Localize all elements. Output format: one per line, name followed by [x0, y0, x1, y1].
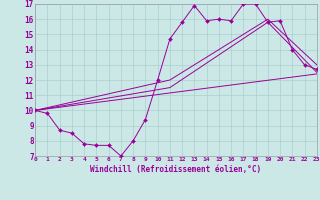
X-axis label: Windchill (Refroidissement éolien,°C): Windchill (Refroidissement éolien,°C) — [91, 165, 261, 174]
